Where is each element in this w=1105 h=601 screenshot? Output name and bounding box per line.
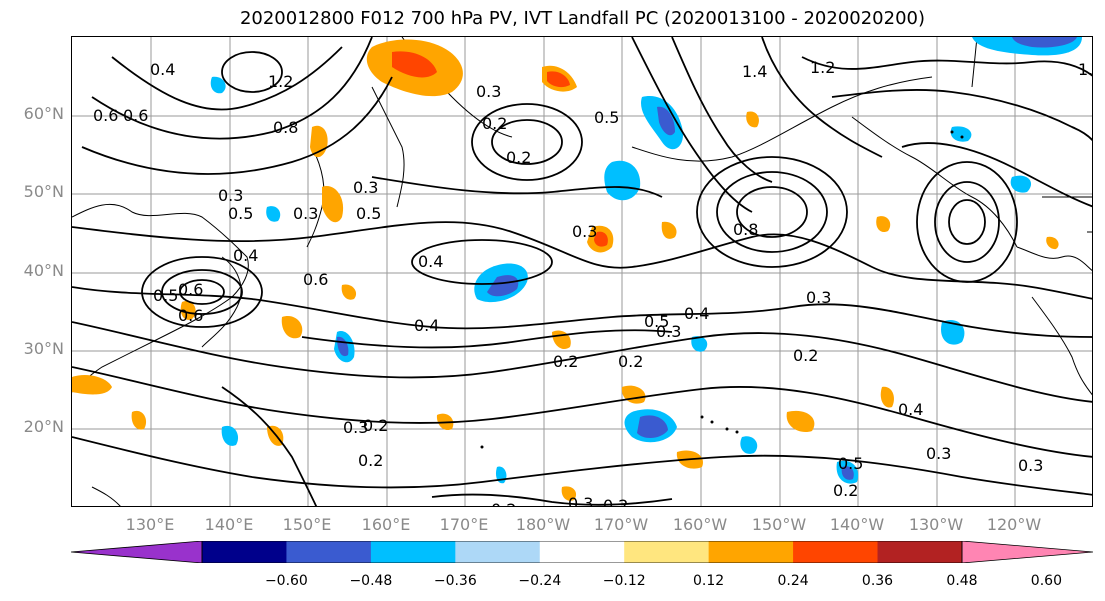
colorbar-segment <box>286 541 372 563</box>
contour-label: 0.3 <box>926 444 952 463</box>
lat-label-60n: 60°N <box>23 104 64 123</box>
lat-label-40n: 40°N <box>23 261 64 280</box>
map-title: 2020012800 F012 700 hPa PV, IVT Landfall… <box>239 8 926 29</box>
lon-label-180w: 180°W <box>515 515 571 534</box>
contour-label: 0.4 <box>233 246 259 265</box>
lon-label-140w: 140°W <box>829 515 885 534</box>
lon-label-170e: 170°E <box>439 515 489 534</box>
coastlines <box>72 37 1092 506</box>
colorbar-tick-label: 0.60 <box>1030 573 1062 589</box>
colorbar-tick-label: −0.48 <box>349 573 393 589</box>
contour-label: 0.5 <box>594 108 620 127</box>
contour-label: 0.3 <box>218 186 244 205</box>
colorbar-tick-label: −0.36 <box>433 573 477 589</box>
lon-label-160w: 160°W <box>672 515 728 534</box>
contour-label: 0.2 <box>482 114 508 133</box>
contour-label: 0.8 <box>273 118 299 137</box>
contour-label: 0.3 <box>1018 456 1044 475</box>
contour-label: 0.6 <box>123 106 149 125</box>
colorbar-tick-label: −0.60 <box>264 573 308 589</box>
lon-label-150w: 150°W <box>751 515 807 534</box>
contour-label: 0.6 <box>93 106 119 125</box>
lat-label-30n: 30°N <box>23 339 64 358</box>
contour-label: 0.3 <box>353 178 379 197</box>
colorbar-segment <box>202 541 287 563</box>
contour-label: 1.2 <box>1078 60 1093 79</box>
colorbar-segment <box>370 541 456 563</box>
colorbar-extend-low <box>71 541 202 563</box>
colorbar-segment <box>877 541 963 563</box>
contour-label: 1.2 <box>810 58 836 77</box>
contour-label: 0.5 <box>153 286 179 305</box>
lon-label-160e: 160°E <box>361 515 411 534</box>
contour-label: 0.3 <box>806 288 832 307</box>
lat-label-50n: 50°N <box>23 182 64 201</box>
lat-label-20n: 20°N <box>23 417 64 436</box>
contour-label: 0.2 <box>358 451 384 470</box>
contour-label: 0.5 <box>228 204 254 223</box>
contour-label: 1.2 <box>268 72 294 91</box>
contour-label: 0.4 <box>898 400 924 419</box>
contour-label: 0.6 <box>303 270 329 289</box>
colorbar-tick-label: −0.24 <box>518 573 562 589</box>
contour-label: 1.4 <box>742 62 768 81</box>
map-panel: 0.4 0.2 0.3 0.2 0.3 0.5 1.4 1.2 0.6 1.2 0.3 0.8 0.6 0… <box>71 36 1093 507</box>
map-gridlines <box>72 37 1092 506</box>
colorbar-tick-label: −0.12 <box>602 573 646 589</box>
small-islands <box>480 130 964 449</box>
contour-label: 0.5 <box>838 454 864 473</box>
contour-label: 0.2 <box>363 416 389 435</box>
colorbar-tick-label: 0.24 <box>777 573 809 589</box>
colorbar-segment <box>539 541 625 563</box>
contour-label: 0.3 <box>656 322 682 341</box>
shaded-anomalies <box>72 37 1082 501</box>
contour-label: 0.3 <box>572 222 598 241</box>
contour-label: 0.4 <box>150 60 176 79</box>
colorbar-segment <box>708 541 794 563</box>
contour-label: 0.8 <box>733 220 759 239</box>
contour-label: 0.6 <box>178 306 204 325</box>
lon-label-150e: 150°E <box>282 515 332 534</box>
contour-lines <box>72 37 1092 506</box>
contour-label: 0.5 <box>644 312 670 331</box>
colorbar-segment <box>624 541 710 563</box>
colorbar-segments <box>71 541 1093 563</box>
lon-label-120w: 120°W <box>986 515 1042 534</box>
contour-label: 0.2 <box>793 346 819 365</box>
contour-label: 0.3 <box>293 204 319 223</box>
contour-label: 0.2 <box>833 481 859 500</box>
colorbar-tick-label: 0.48 <box>946 573 978 589</box>
contour-label: 0.3 <box>343 418 369 437</box>
contour-label: 0.2 <box>618 352 644 371</box>
colorbar-segment <box>455 541 541 563</box>
contour-label: 0.4 <box>684 304 710 323</box>
colorbar-extend-high <box>962 541 1093 563</box>
contour-label: 0.3 <box>568 494 594 507</box>
colorbar-tick-label: 0.12 <box>693 573 725 589</box>
colorbar-segment <box>793 541 879 563</box>
contour-label: 0.6 <box>178 280 204 299</box>
contour-label: 0.4 <box>414 316 440 335</box>
contour-label: 0.3 <box>476 82 502 101</box>
contour-label: 0.2 <box>553 352 579 371</box>
lon-label-130w: 130°W <box>908 515 964 534</box>
colorbar-tick-label: 0.36 <box>861 573 894 589</box>
lon-label-140e: 140°E <box>204 515 254 534</box>
lon-label-130e: 130°E <box>125 515 175 534</box>
colorbar <box>71 541 1093 563</box>
contour-label: 0.4 <box>418 252 444 271</box>
lon-label-170w: 170°W <box>593 515 649 534</box>
contour-label: 0.2 <box>506 148 532 167</box>
map-svg <box>72 37 1092 506</box>
contour-label: 0.5 <box>356 204 382 223</box>
contour-label: 0.2 <box>603 496 629 507</box>
contour-label: 0.2 <box>491 501 516 507</box>
